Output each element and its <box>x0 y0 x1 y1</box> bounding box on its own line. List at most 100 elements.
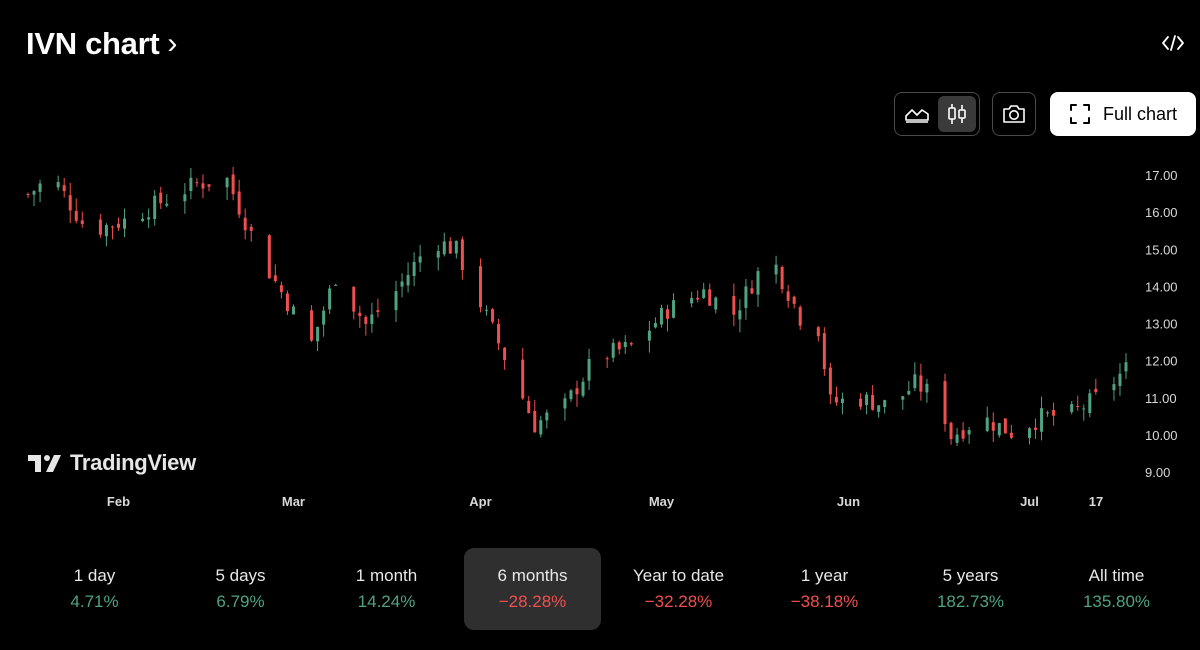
embed-code-button[interactable] <box>1158 30 1188 56</box>
candle <box>955 427 959 446</box>
period-5-days[interactable]: 5 days 6.79% <box>172 548 309 630</box>
candle <box>328 285 332 315</box>
candle <box>273 264 277 283</box>
period-change: 6.79% <box>216 592 265 611</box>
period-6-months[interactable]: 6 months −28.28% <box>464 548 601 630</box>
candle <box>279 281 283 299</box>
candle <box>834 386 838 406</box>
price-tick-label: 15.00 <box>1145 242 1178 257</box>
candle <box>412 252 416 287</box>
candle <box>267 234 271 279</box>
candle <box>816 325 820 342</box>
chart-title: IVN chart <box>26 26 160 61</box>
candle <box>605 356 609 368</box>
time-tick-label: Feb <box>107 494 130 509</box>
candle <box>690 291 694 308</box>
candle <box>859 393 863 410</box>
candle <box>189 168 193 200</box>
full-chart-button[interactable]: Full chart <box>1050 92 1196 136</box>
time-tick-label: May <box>649 494 675 509</box>
time-tick-label: Jun <box>837 494 860 509</box>
candle <box>400 273 404 298</box>
candle <box>147 208 151 228</box>
candle <box>786 284 790 308</box>
candle <box>997 422 1001 438</box>
candle <box>665 304 669 332</box>
period-all-time[interactable]: All time 135.80% <box>1048 548 1185 630</box>
candle <box>1076 395 1080 411</box>
candle <box>352 286 356 320</box>
candle <box>104 223 108 247</box>
candle <box>865 391 869 415</box>
period-1-month[interactable]: 1 month 14.24% <box>318 548 455 630</box>
period-year-to-date[interactable]: Year to date −32.28% <box>610 548 747 630</box>
period-1-year[interactable]: 1 year −38.18% <box>756 548 893 630</box>
candle <box>370 302 374 333</box>
candle <box>123 208 127 238</box>
candle <box>80 211 84 228</box>
candle <box>575 380 579 407</box>
period-5-years[interactable]: 5 years 182.73% <box>902 548 1039 630</box>
chart-type-toggle <box>894 92 980 136</box>
candle <box>780 265 784 294</box>
candle <box>316 326 320 352</box>
candle <box>364 315 368 336</box>
candle <box>74 198 78 224</box>
candle <box>26 192 30 198</box>
candle <box>1040 396 1044 441</box>
tradingview-logo[interactable]: TradingView <box>28 450 196 476</box>
time-tick-label: 17 <box>1089 494 1103 509</box>
candle <box>38 179 42 203</box>
time-tick-label: Apr <box>469 494 491 509</box>
candle <box>285 290 289 315</box>
candle <box>840 392 844 415</box>
candle <box>961 422 965 442</box>
candle <box>448 237 452 254</box>
candle <box>714 296 718 314</box>
candle <box>672 293 676 319</box>
candle <box>792 295 796 309</box>
candle <box>581 377 585 398</box>
full-chart-label: Full chart <box>1102 103 1178 124</box>
candle <box>822 327 826 376</box>
price-chart[interactable]: 9.00 10.00 11.00 12.00 13.00 14.00 15.00 16.00 1… <box>0 150 1200 520</box>
candle <box>545 409 549 429</box>
candle <box>919 363 923 401</box>
snapshot-button[interactable] <box>992 92 1036 136</box>
chart-title-link[interactable]: IVN chart › <box>26 26 177 62</box>
candle <box>310 305 314 342</box>
area-chart-icon <box>905 109 929 123</box>
period-1-day[interactable]: 1 day 4.71% <box>26 548 163 630</box>
candle <box>521 347 525 400</box>
price-tick-label: 11.00 <box>1145 391 1177 406</box>
candle <box>798 305 802 330</box>
candle <box>62 177 66 198</box>
candle <box>153 190 157 226</box>
candlestick-chart-button[interactable] <box>938 96 976 132</box>
price-tick-label: 12.00 <box>1145 354 1178 369</box>
candle <box>68 183 72 224</box>
candle <box>1003 418 1007 434</box>
candle <box>696 290 700 303</box>
period-label: 5 years <box>942 566 999 585</box>
candle <box>358 305 362 328</box>
candle <box>478 258 482 313</box>
time-tick-label: Mar <box>282 494 305 509</box>
price-tick-label: 9.00 <box>1145 465 1170 480</box>
candle <box>587 348 591 390</box>
candle <box>141 212 145 223</box>
period-label: All time <box>1088 566 1145 585</box>
candle <box>949 421 953 445</box>
candle <box>913 362 917 392</box>
area-chart-button[interactable] <box>898 96 936 132</box>
candle <box>617 340 621 355</box>
period-change: 135.80% <box>1082 592 1151 611</box>
candle <box>454 240 458 259</box>
period-label: 1 year <box>800 566 849 585</box>
period-change: 182.73% <box>936 592 1005 611</box>
candle <box>702 282 706 300</box>
candle <box>647 320 651 353</box>
candle <box>159 186 163 209</box>
candle <box>1009 424 1013 440</box>
candle <box>207 184 211 192</box>
